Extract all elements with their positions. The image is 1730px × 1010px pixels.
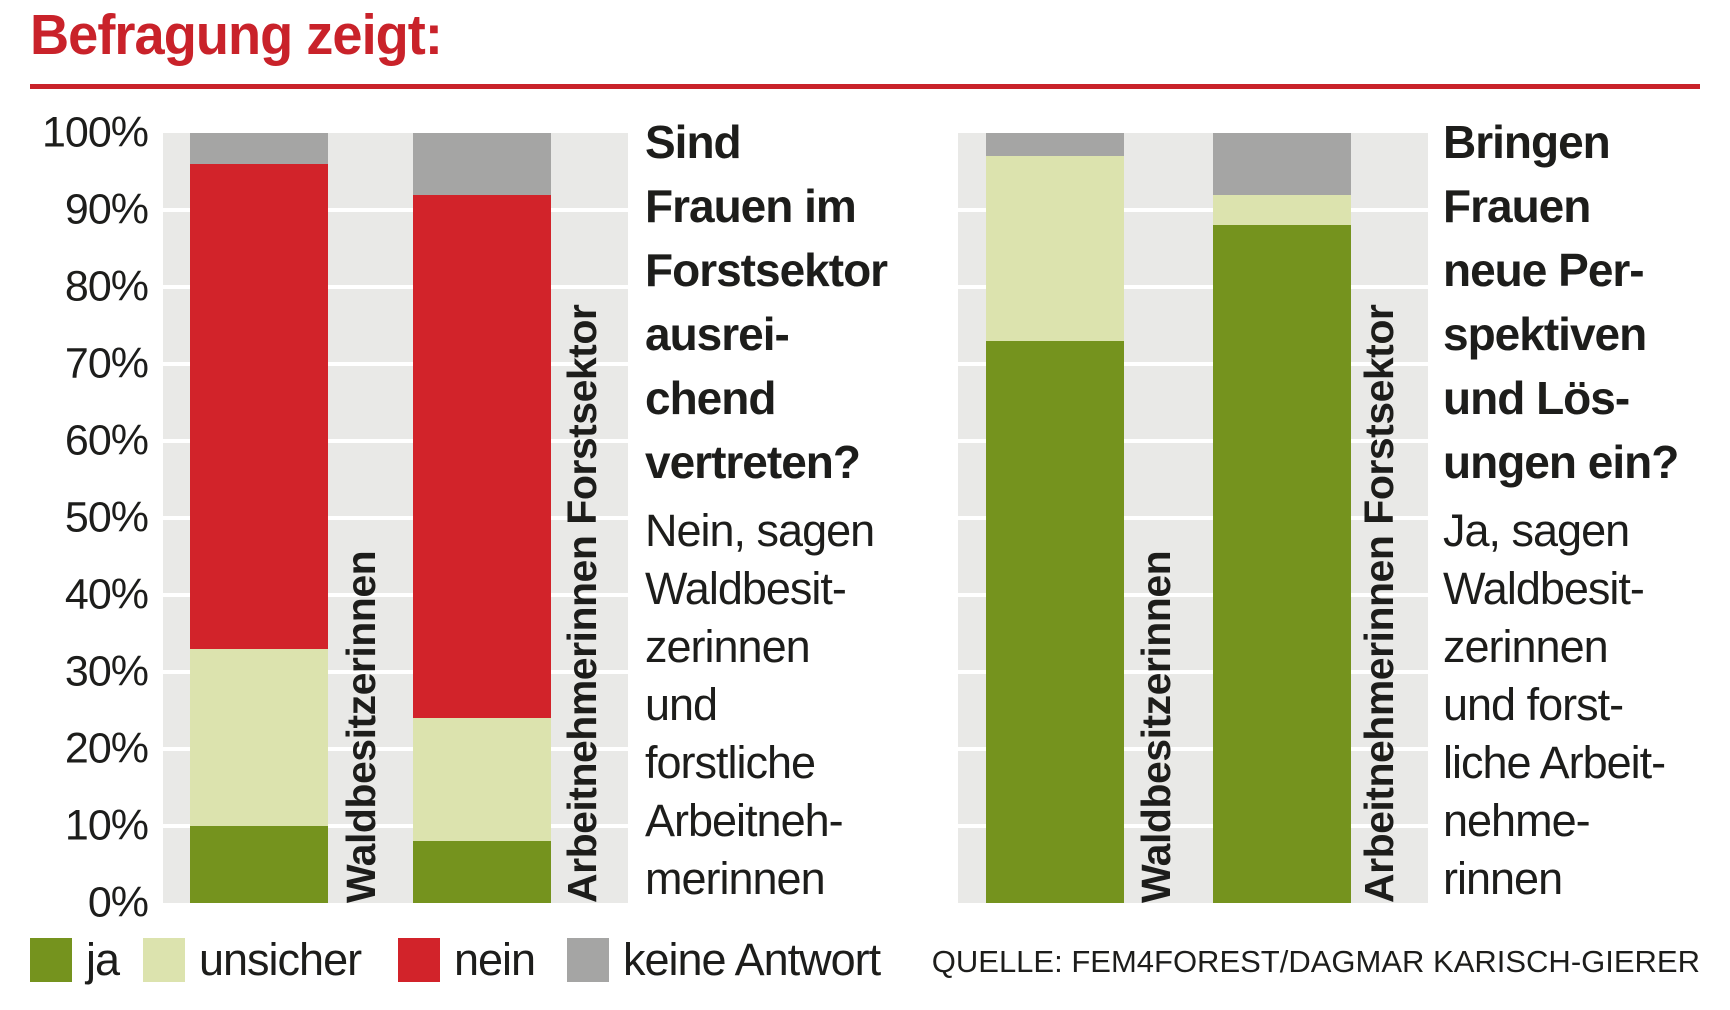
y-axis-tick: 80% bbox=[64, 262, 149, 311]
legend-item-nein: nein bbox=[398, 934, 536, 986]
bar-waldbesitzerinnen-left bbox=[190, 133, 328, 903]
legend-label-keine-antwort: keine Antwort bbox=[623, 934, 881, 985]
legend-label-ja: ja bbox=[86, 934, 120, 985]
bar-label-waldbesitzerinnen-right: Waldbesitzerinnen bbox=[1133, 550, 1179, 903]
right-answer: Ja, sagen Waldbesit- zerinnen und forst-… bbox=[1443, 505, 1666, 904]
legend-swatch-unsicher bbox=[143, 938, 185, 982]
legend-label-nein: nein bbox=[454, 934, 536, 985]
bar-arbeitnehmerinnen-left bbox=[413, 133, 551, 903]
bar-segment-keine-antwort bbox=[190, 133, 328, 164]
right-chart-plot: Waldbesitzerinnen Arbeitnehmerinnen Fors… bbox=[958, 133, 1428, 903]
bar-label-waldbesitzerinnen-left: Waldbesitzerinnen bbox=[338, 550, 384, 903]
page-title: Befragung zeigt: bbox=[30, 3, 443, 67]
bar-segment-nein bbox=[413, 194, 551, 719]
legend-label-unsicher: unsicher bbox=[199, 934, 362, 985]
legend-item-ja: ja bbox=[30, 934, 120, 986]
right-question: Bringen Frauen neue Per- spektiven und L… bbox=[1443, 116, 1679, 488]
y-axis-tick: 90% bbox=[64, 185, 149, 234]
bar-segment-ja bbox=[1213, 225, 1351, 903]
left-question: Sind Frauen im Forstsektor ausrei- chend… bbox=[645, 116, 888, 488]
y-axis-tick: 0% bbox=[87, 878, 149, 927]
bar-waldbesitzerinnen-right bbox=[986, 133, 1124, 903]
y-axis-tick: 10% bbox=[64, 801, 149, 850]
bar-segment-keine-antwort bbox=[413, 133, 551, 195]
legend-item-unsicher: unsicher bbox=[143, 934, 362, 986]
bar-segment-nein bbox=[190, 163, 328, 649]
chart-legend: ja unsicher nein keine Antwort bbox=[30, 934, 930, 986]
left-chart-plot: Waldbesitzerinnen Arbeitnehmerinnen Fors… bbox=[163, 133, 628, 903]
y-axis-tick: 30% bbox=[64, 647, 149, 696]
left-answer: Nein, sagen Waldbesit- zerinnen und fors… bbox=[645, 505, 875, 904]
bar-segment-ja bbox=[986, 340, 1124, 903]
bar-segment-ja bbox=[413, 841, 551, 903]
bar-segment-keine-antwort bbox=[986, 133, 1124, 157]
bar-segment-unsicher bbox=[413, 718, 551, 842]
bar-segment-ja bbox=[190, 826, 328, 903]
left-question-block: Sind Frauen im Forstsektor ausrei- chend… bbox=[645, 110, 930, 908]
bar-segment-unsicher bbox=[190, 648, 328, 826]
bar-arbeitnehmerinnen-right bbox=[1213, 133, 1351, 903]
legend-swatch-keine-antwort bbox=[567, 938, 609, 982]
title-underline bbox=[30, 84, 1700, 89]
bar-segment-unsicher bbox=[1213, 194, 1351, 226]
y-axis-tick: 60% bbox=[64, 416, 149, 465]
bar-label-arbeitnehmerinnen-right: Arbeitnehmerinnen Forstsektor bbox=[1356, 304, 1402, 903]
bar-segment-keine-antwort bbox=[1213, 133, 1351, 195]
right-question-block: Bringen Frauen neue Per- spektiven und L… bbox=[1443, 110, 1730, 908]
y-axis-tick: 20% bbox=[64, 724, 149, 773]
y-axis-tick: 70% bbox=[64, 339, 149, 388]
legend-item-keine-antwort: keine Antwort bbox=[567, 934, 881, 986]
bar-segment-unsicher bbox=[986, 156, 1124, 341]
source-credit: QUELLE: FEM4FOREST/DAGMAR KARISCH-GIERER bbox=[931, 944, 1700, 979]
legend-swatch-nein bbox=[398, 938, 440, 982]
y-axis-tick: 40% bbox=[64, 570, 149, 619]
y-axis-tick: 100% bbox=[42, 108, 149, 157]
legend-swatch-ja bbox=[30, 938, 72, 982]
bar-label-arbeitnehmerinnen-left: Arbeitnehmerinnen Forstsektor bbox=[559, 304, 605, 903]
y-axis-tick: 50% bbox=[64, 493, 149, 542]
y-axis: 100% 90% 80% 70% 60% 50% 40% 30% 20% 10% 0% bbox=[0, 109, 149, 927]
